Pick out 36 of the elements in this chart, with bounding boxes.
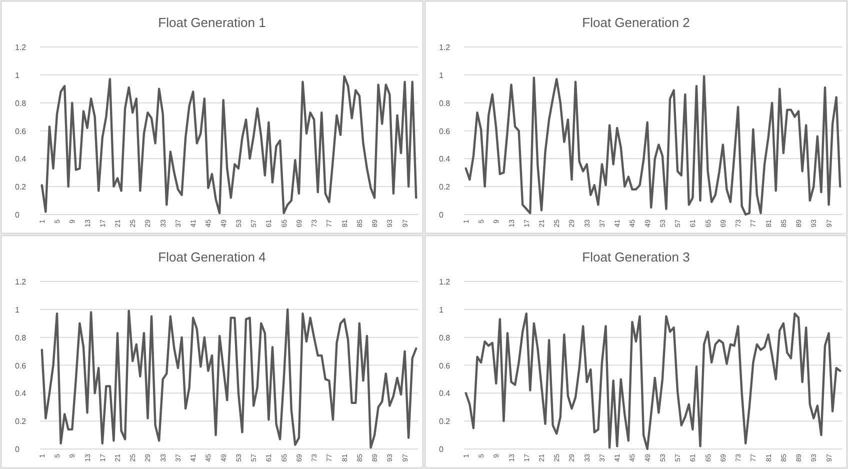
y-tick-label: 0.8 — [15, 98, 27, 108]
y-tick-label: 0 — [15, 210, 20, 220]
y-tick-label: 0.4 — [15, 389, 27, 398]
y-tick-label: 1 — [15, 70, 20, 80]
y-tick-label: 0.8 — [15, 333, 27, 342]
chart-title: Float Generation 2 — [582, 15, 690, 30]
y-tick-label: 0.6 — [439, 126, 451, 136]
y-tick-label: 0.4 — [439, 154, 451, 164]
y-tick-label: 0.4 — [439, 389, 451, 398]
y-tick-label: 1.2 — [15, 278, 27, 286]
y-tick-label: 1.2 — [15, 43, 27, 52]
chart-title: Float Generation 4 — [158, 250, 266, 264]
y-tick-label: 1.2 — [439, 278, 451, 286]
y-tick-label: 0.6 — [439, 361, 451, 370]
y-tick-label: 0.2 — [439, 182, 451, 192]
y-tick-label: 1 — [439, 70, 444, 80]
line-series — [40, 308, 418, 449]
y-tick-label: 0.8 — [439, 98, 451, 108]
y-tick-label: 0.2 — [439, 417, 451, 426]
y-tick-label: 0.8 — [439, 333, 451, 342]
y-tick-label: 0.6 — [15, 361, 27, 370]
y-tick-label: 0.2 — [15, 417, 27, 426]
y-tick-label: 1 — [439, 305, 444, 314]
chart-title: Float Generation 3 — [582, 250, 690, 264]
y-tick-label: 0.4 — [15, 154, 27, 164]
chart-title: Float Generation 1 — [158, 15, 266, 30]
line-series — [40, 75, 418, 214]
y-tick-label: 0.2 — [15, 182, 27, 192]
y-tick-label: 0 — [15, 445, 20, 454]
y-tick-label: 0.6 — [15, 126, 27, 136]
y-tick-label: 0 — [439, 445, 444, 454]
y-tick-label: 1.2 — [439, 43, 451, 52]
line-series — [464, 312, 842, 450]
line-series — [464, 75, 842, 216]
y-tick-label: 1 — [15, 305, 20, 314]
y-tick-label: 0 — [439, 210, 444, 220]
